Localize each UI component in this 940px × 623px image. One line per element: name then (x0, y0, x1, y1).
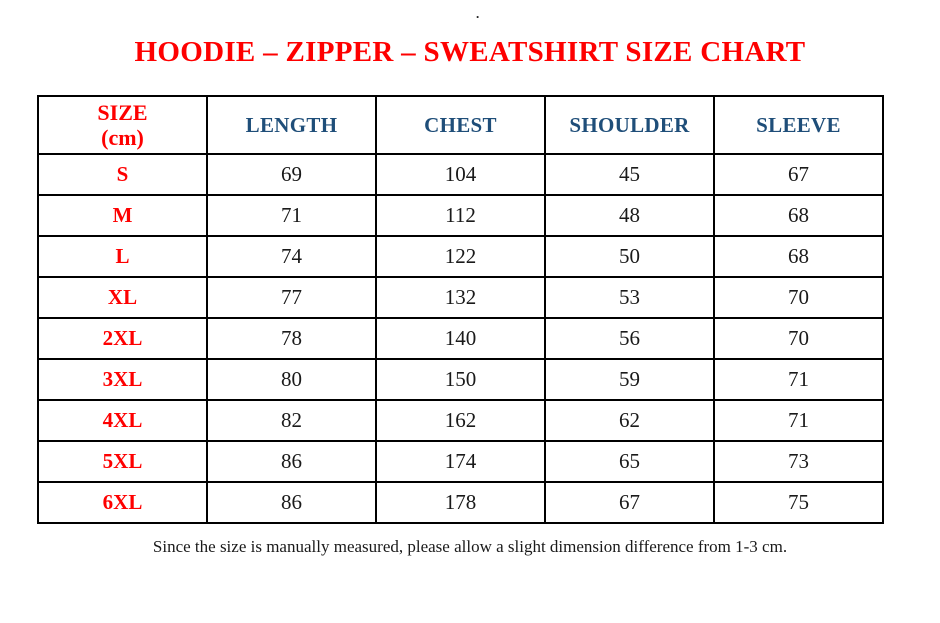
cell-length: 74 (206, 235, 377, 278)
table-row-2xl: 2XL 78 140 56 70 (37, 317, 884, 360)
cell-chest: 122 (375, 235, 546, 278)
row-label-size: 5XL (37, 440, 208, 483)
cell-sleeve: 71 (713, 399, 884, 442)
cell-length: 82 (206, 399, 377, 442)
cell-sleeve: 67 (713, 153, 884, 196)
cell-chest: 140 (375, 317, 546, 360)
cell-length: 71 (206, 194, 377, 237)
cell-sleeve: 68 (713, 194, 884, 237)
cell-sleeve: 75 (713, 481, 884, 524)
row-label-size: 6XL (37, 481, 208, 524)
cell-sleeve: 70 (713, 317, 884, 360)
size-table: SIZE (cm) LENGTH CHEST SHOULDER SLEEVE S… (37, 95, 884, 524)
table-row-4xl: 4XL 82 162 62 71 (37, 399, 884, 442)
cell-sleeve: 73 (713, 440, 884, 483)
footnote: Since the size is manually measured, ple… (152, 537, 788, 556)
cell-length: 69 (206, 153, 377, 196)
row-label-size: XL (37, 276, 208, 319)
cell-shoulder: 45 (544, 153, 715, 196)
cell-shoulder: 59 (544, 358, 715, 401)
cell-sleeve: 68 (713, 235, 884, 278)
cell-sleeve: 71 (713, 358, 884, 401)
page-title: HOODIE – ZIPPER – SWEATSHIRT SIZE CHART (134, 36, 806, 68)
row-label-size: M (37, 194, 208, 237)
cell-shoulder: 50 (544, 235, 715, 278)
row-label-size: 4XL (37, 399, 208, 442)
table-row-l: L 74 122 50 68 (37, 235, 884, 278)
cell-length: 78 (206, 317, 377, 360)
row-label-size: S (37, 153, 208, 196)
cell-chest: 162 (375, 399, 546, 442)
cell-length: 86 (206, 440, 377, 483)
cell-chest: 104 (375, 153, 546, 196)
header-row: SIZE (cm) LENGTH CHEST SHOULDER SLEEVE (37, 95, 884, 155)
table-row-3xl: 3XL 80 150 59 71 (37, 358, 884, 401)
table-row-5xl: 5XL 86 174 65 73 (37, 440, 884, 483)
col-header-size: SIZE (cm) (37, 95, 208, 155)
col-header-shoulder: SHOULDER (544, 95, 715, 155)
cell-chest: 132 (375, 276, 546, 319)
table-row-m: M 71 112 48 68 (37, 194, 884, 237)
cell-shoulder: 67 (544, 481, 715, 524)
row-label-size: 2XL (37, 317, 208, 360)
size-header-line1: SIZE (97, 99, 148, 125)
cell-length: 86 (206, 481, 377, 524)
col-header-sleeve: SLEEVE (713, 95, 884, 155)
cell-shoulder: 48 (544, 194, 715, 237)
cell-chest: 178 (375, 481, 546, 524)
cell-chest: 174 (375, 440, 546, 483)
size-header-line2: (cm) (101, 125, 144, 150)
cell-shoulder: 53 (544, 276, 715, 319)
col-header-chest: CHEST (375, 95, 546, 155)
cell-chest: 150 (375, 358, 546, 401)
row-label-size: L (37, 235, 208, 278)
row-label-size: 3XL (37, 358, 208, 401)
col-header-length: LENGTH (206, 95, 377, 155)
table-row-6xl: 6XL 86 178 67 75 (37, 481, 884, 524)
table-row-s: S 69 104 45 67 (37, 153, 884, 196)
cell-shoulder: 65 (544, 440, 715, 483)
cell-length: 80 (206, 358, 377, 401)
cell-shoulder: 56 (544, 317, 715, 360)
cell-shoulder: 62 (544, 399, 715, 442)
cell-sleeve: 70 (713, 276, 884, 319)
cell-chest: 112 (375, 194, 546, 237)
cell-length: 77 (206, 276, 377, 319)
table-row-xl: XL 77 132 53 70 (37, 276, 884, 319)
stray-mark: . (476, 6, 480, 21)
